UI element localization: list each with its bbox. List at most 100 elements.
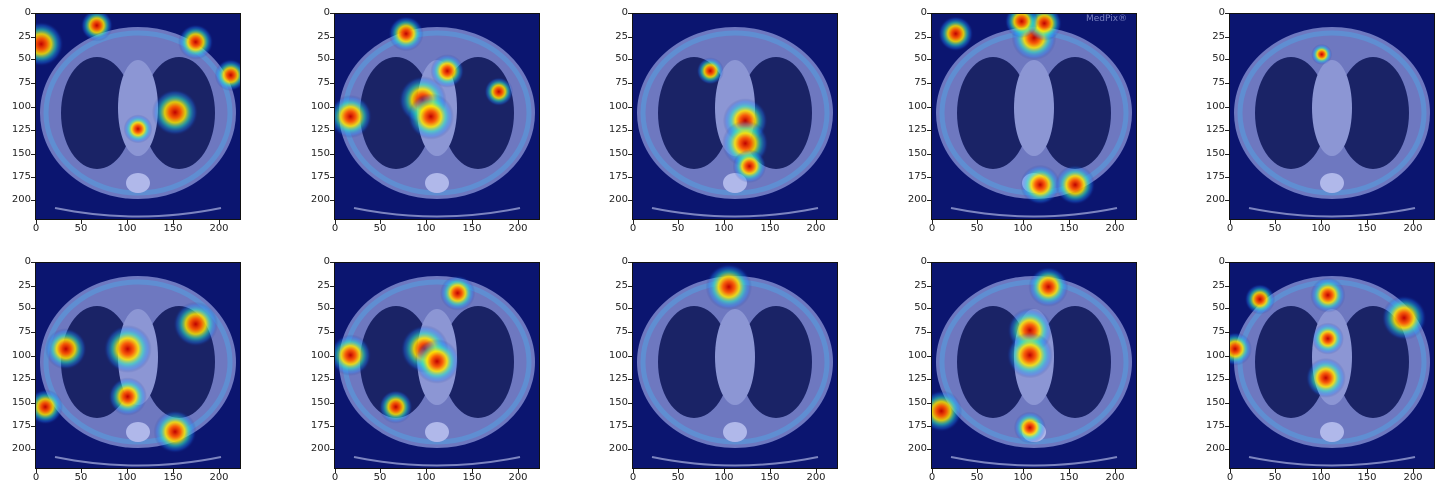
y-tick-label: 200: [597, 195, 632, 205]
heatmap-hotspot: [1006, 331, 1054, 379]
heatmap-hotspot: [696, 57, 724, 85]
x-tick-label: 0: [1215, 469, 1245, 483]
y-tick-label: 200: [896, 195, 931, 205]
y-tick-label: 0: [1194, 257, 1229, 267]
heatmap-hotspot: [1381, 295, 1427, 341]
scanner-table: [1248, 456, 1416, 467]
x-tick-label: 200: [801, 469, 831, 483]
y-tick-label: 25: [597, 32, 632, 42]
heatmap-hotspot: [45, 328, 87, 370]
x-tick-label: 50: [1260, 220, 1290, 234]
y-tick-label: 100: [896, 351, 931, 361]
x-tick-label: 150: [755, 220, 785, 234]
y-tick-label: 0: [1194, 8, 1229, 18]
y-tick-label: 50: [597, 303, 632, 313]
x-tick-label: 150: [158, 220, 188, 234]
ct-panel: 0 25 50 75 100 125 150 175 200 0 50 100 150 200: [896, 249, 1156, 483]
heatmap-hotspot: [334, 334, 372, 376]
y-tick-label: 150: [0, 398, 35, 408]
ct-panel: 0 25 50 75 100 125 150 175 200 0 50 100 150 200: [1194, 249, 1448, 483]
x-tick-label: 50: [1260, 469, 1290, 483]
x-tick-label: 150: [1352, 469, 1382, 483]
x-tick-label: 0: [21, 469, 51, 483]
y-tick-label: 175: [597, 421, 632, 431]
x-tick-label: 100: [112, 220, 142, 234]
ct-heatmap-image: [334, 262, 540, 469]
heatmap-hotspot: [35, 21, 64, 67]
y-tick-label: 0: [597, 257, 632, 267]
x-tick-label: 0: [917, 220, 947, 234]
y-tick-label: 100: [597, 351, 632, 361]
y-tick-label: 0: [0, 8, 35, 18]
y-tick-label: 100: [0, 351, 35, 361]
y-tick-label: 50: [299, 54, 334, 64]
y-tick-label: 75: [299, 78, 334, 88]
x-tick-label: 0: [1215, 220, 1245, 234]
y-tick-label: 175: [299, 172, 334, 182]
y-tick-label: 50: [299, 303, 334, 313]
scanner-table: [651, 456, 819, 467]
heatmap-hotspot: [732, 149, 767, 183]
ct-heatmap-image: [632, 262, 838, 469]
heatmap-hotspot: [1244, 284, 1276, 315]
x-tick-label: 150: [457, 220, 487, 234]
x-tick-label: 100: [709, 220, 739, 234]
y-tick-label: 25: [299, 32, 334, 42]
x-tick-label: 100: [1008, 469, 1038, 483]
y-tick-label: 75: [0, 78, 35, 88]
ct-heatmap-image: [931, 13, 1137, 220]
y-tick-label: 200: [1194, 444, 1229, 454]
heatmap-hotspot: [931, 390, 963, 432]
y-tick-label: 125: [597, 125, 632, 135]
y-tick-label: 25: [1194, 32, 1229, 42]
x-tick-label: 0: [618, 220, 648, 234]
scanner-table: [1248, 207, 1416, 218]
x-tick-label: 100: [1008, 220, 1038, 234]
y-tick-label: 75: [299, 327, 334, 337]
heatmap-hotspot: [80, 13, 113, 42]
x-tick-label: 200: [503, 469, 533, 483]
y-tick-label: 200: [0, 444, 35, 454]
left-lung: [658, 306, 730, 418]
scanner-table: [353, 456, 521, 467]
ct-heatmap-image: [35, 13, 241, 220]
y-tick-label: 75: [896, 327, 931, 337]
x-tick-label: 200: [204, 469, 234, 483]
y-tick-label: 0: [299, 257, 334, 267]
mediastinum: [715, 309, 755, 405]
y-tick-label: 50: [1194, 54, 1229, 64]
x-tick-label: 100: [1306, 220, 1336, 234]
heatmap-hotspot: [173, 301, 219, 347]
ct-panel: 0 25 50 75 100 125 150 175 200 0 50 100 150 200: [1194, 0, 1448, 234]
x-tick-label: 50: [663, 220, 693, 234]
right-lung: [740, 306, 812, 418]
heatmap-hotspot: [1229, 332, 1252, 366]
ct-panel: 0 25 50 75 100 125 150 175 200 0 50 100 150 200: [597, 0, 857, 234]
scanner-table: [54, 456, 222, 467]
x-tick-label: 100: [112, 469, 142, 483]
y-tick-label: 125: [597, 374, 632, 384]
ct-heatmap-image: [1229, 262, 1435, 469]
y-tick-label: 175: [1194, 172, 1229, 182]
scanner-table: [353, 207, 521, 218]
left-lung: [1255, 306, 1327, 418]
y-tick-label: 50: [0, 54, 35, 64]
y-tick-label: 175: [896, 421, 931, 431]
y-tick-label: 200: [0, 195, 35, 205]
x-tick-label: 150: [457, 469, 487, 483]
y-tick-label: 125: [0, 125, 35, 135]
x-tick-label: 50: [66, 469, 96, 483]
heatmap-hotspot: [705, 263, 753, 311]
spine: [126, 422, 150, 442]
x-tick-label: 200: [1100, 220, 1130, 234]
ct-heatmap-image: [931, 262, 1137, 469]
heatmap-hotspot: [1028, 266, 1069, 307]
y-tick-label: 75: [597, 327, 632, 337]
ct-panel: 0 25 50 75 100 125 150 175 200 0 50 100 150 200: [0, 0, 260, 234]
y-tick-label: 25: [1194, 281, 1229, 291]
left-lung: [61, 57, 133, 169]
y-tick-label: 150: [597, 149, 632, 159]
x-tick-label: 150: [1054, 220, 1084, 234]
mediastinum: [1312, 60, 1352, 156]
scanner-table: [950, 207, 1118, 218]
